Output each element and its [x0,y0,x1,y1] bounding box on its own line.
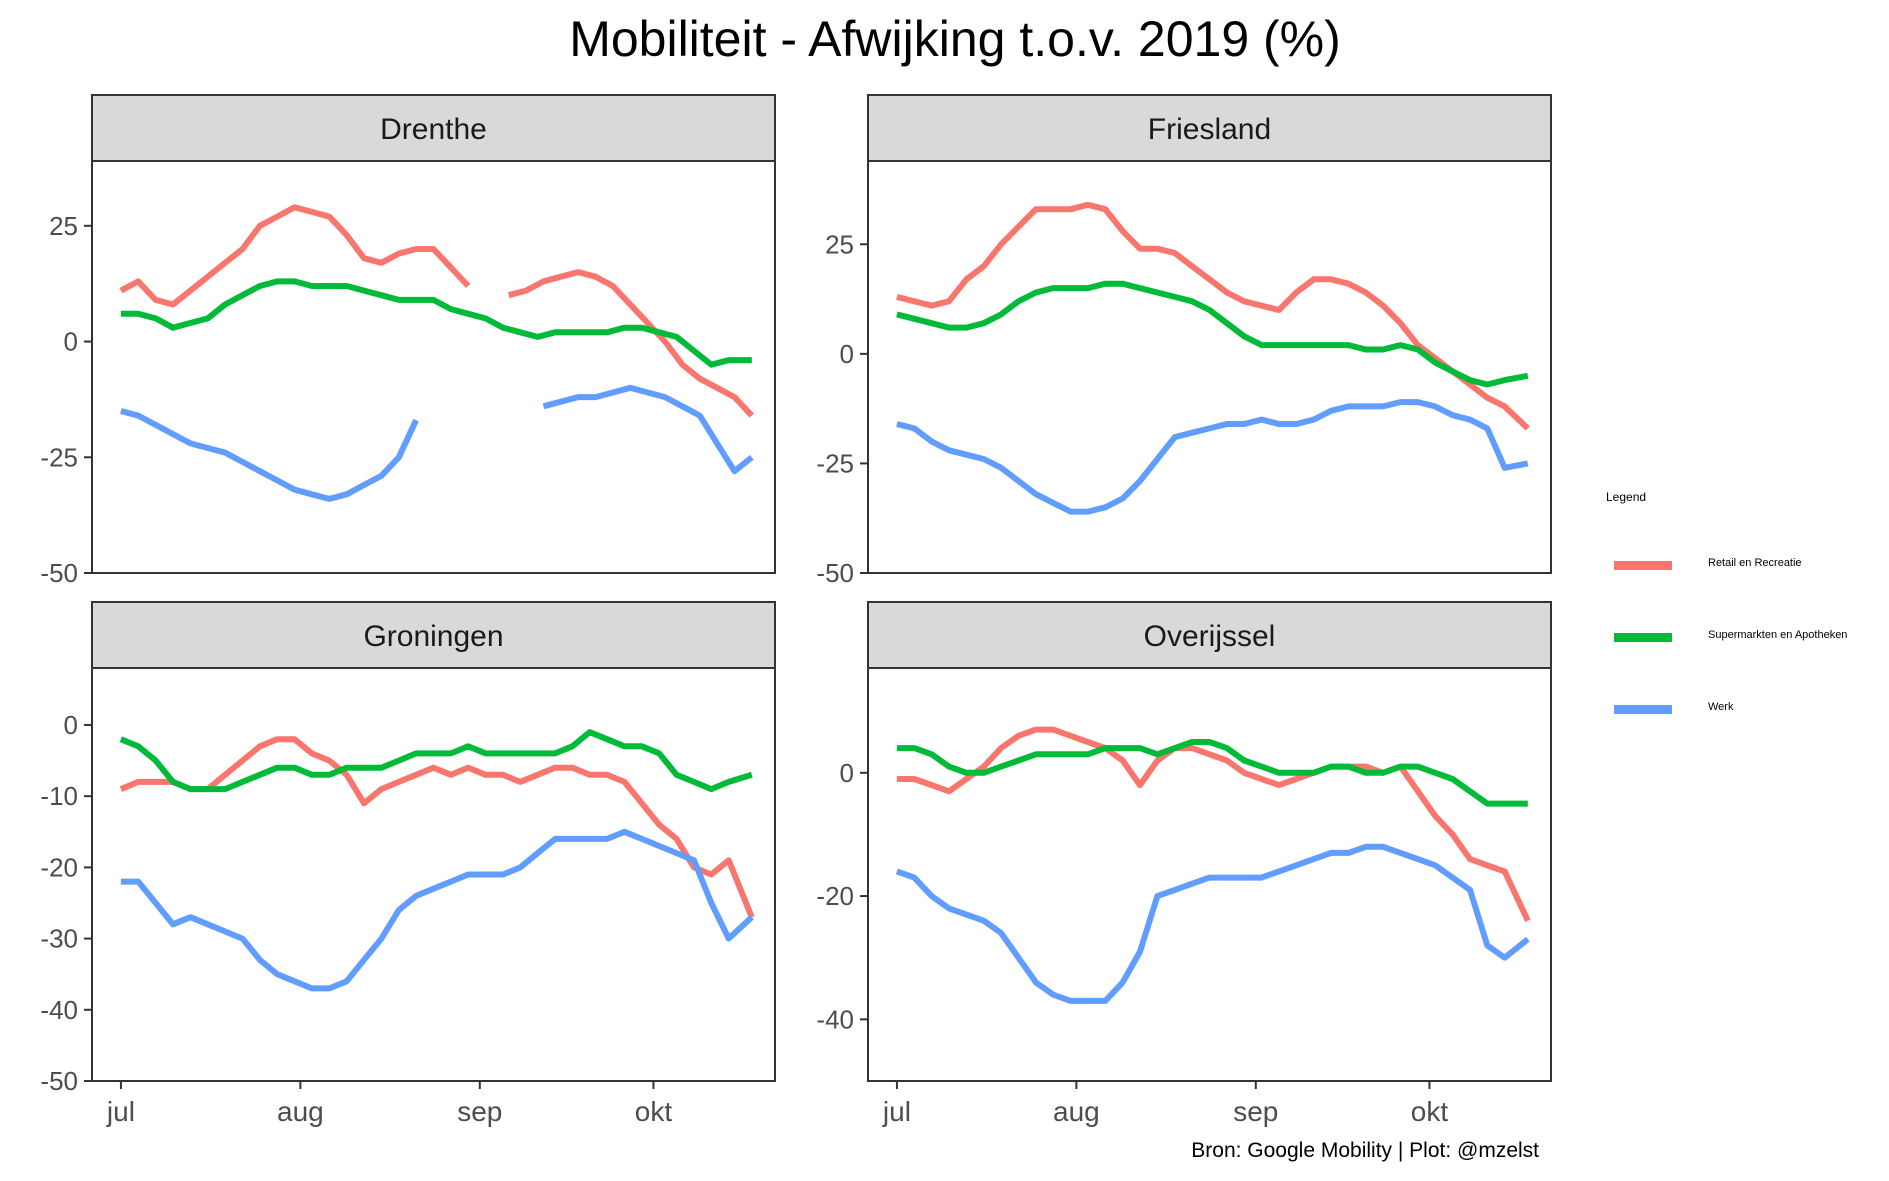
x-tick-label: sep [1233,1096,1278,1127]
x-tick-label: jul [882,1096,911,1127]
x-tick-label: sep [457,1096,502,1127]
series-line-werk [896,399,1529,515]
panel-title: Groningen [363,620,503,653]
panel-border [91,160,776,574]
series-line-werk [120,384,754,502]
panel-overijssel: Overijssel 0 -20 -40 jul aug sep okt [816,601,1552,1127]
y-tick-label: -20 [816,881,854,911]
x-tick-label: okt [1411,1096,1449,1127]
legend-label-supermarkten: Supermarkten en Apotheken [1708,629,1848,641]
legend-item-supermarkten: Supermarkten en Apotheken [1614,627,1884,647]
series-line-retail [896,726,1531,922]
y-tick-label: -50 [40,1066,78,1096]
y-tick-label: -25 [816,448,854,478]
x-tick-label: aug [1053,1096,1100,1127]
series-line-supermarkten [119,729,753,793]
source-caption: Bron: Google Mobility | Plot: @mzelst [1191,1139,1539,1162]
panel-strip [867,601,1552,669]
legend-item-retail: Retail en Recreatie [1614,555,1884,575]
series-line-supermarkten [896,739,1528,807]
y-tick-label: -50 [40,558,78,588]
series-line-supermarkten [896,280,1529,388]
y-tick-label: -25 [40,442,78,472]
series-line-retail [896,201,1530,431]
panel-title: Drenthe [380,113,487,146]
x-tick-label: okt [635,1096,673,1127]
panel-border [91,667,776,1082]
series-line-supermarkten [120,278,752,368]
x-tick-label: jul [106,1096,135,1127]
y-tick-label: -40 [40,995,78,1025]
series-line-werk [120,828,754,992]
legend-label-werk: Werk [1708,701,1734,713]
y-tick-label: 25 [825,229,854,259]
y-tick-label: 0 [64,710,78,740]
panel-drenthe: Drenthe 25 0 -25 -50 [40,94,776,588]
y-tick-label: -40 [816,1004,854,1034]
panel-strip [91,601,776,669]
y-tick-label: 0 [840,339,854,369]
x-tick-label: aug [277,1096,324,1127]
y-tick-label: 0 [64,327,78,357]
legend-key-supermarkten [1614,633,1672,642]
series-line-retail [119,204,754,418]
y-tick-label: 0 [840,758,854,788]
legend-item-werk: Werk [1614,699,1884,719]
legend-label-retail: Retail en Recreatie [1708,557,1802,569]
y-tick-label: -50 [816,558,854,588]
panel-friesland: Friesland 25 0 -25 -50 [816,94,1552,588]
y-tick-label: -20 [40,852,78,882]
legend-key-retail [1614,561,1672,570]
panel-groningen: Groningen 0 -10 -20 -30 -40 -50 jul aug sep okt [40,601,776,1127]
panel-title: Friesland [1148,113,1271,146]
panel-strip [91,94,776,162]
chart-title: Mobiliteit - Afwijking t.o.v. 2019 (%) [569,11,1341,67]
series-line-retail [119,736,755,919]
series-line-werk [895,843,1530,1004]
legend-title: Legend [1606,490,1647,504]
y-tick-label: 25 [49,211,78,241]
y-tick-label: -30 [40,924,78,954]
panel-title: Overijssel [1144,620,1276,653]
legend-key-werk [1614,705,1672,714]
panel-border [867,160,1552,574]
panel-border [867,667,1552,1082]
y-tick-label: -10 [40,781,78,811]
